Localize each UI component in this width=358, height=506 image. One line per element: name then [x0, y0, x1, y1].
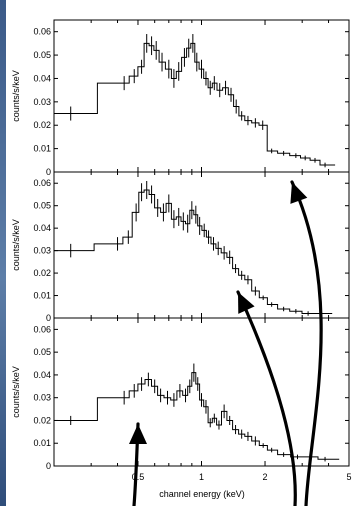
- y-tick-label: 0.04: [33, 223, 51, 233]
- spectrum-step-line: [54, 42, 336, 166]
- y-axis-label-bottom: counts/s/keV: [11, 366, 21, 418]
- figure: 0.06 0.05 0.04 0.03 0.02 0.01 0 0.06 0.05 0.04 0.0…: [6, 0, 358, 506]
- x-tick-labels: 0.5 1 2 5: [132, 472, 352, 482]
- y-tick-label: 0.06: [33, 178, 51, 188]
- y-tick-label: 0.03: [33, 246, 51, 256]
- y-tick-label: 0.06: [33, 27, 51, 37]
- annotation-arrows: [129, 180, 323, 506]
- panel-0: 0.06 0.05 0.04 0.03 0.02 0.01 0: [33, 19, 350, 177]
- y-tick-label: 0.01: [33, 291, 51, 301]
- y-tick-label: 0.02: [33, 120, 51, 130]
- y-axis-label-middle: counts/s/keV: [11, 219, 21, 271]
- y-tick-label: 0.02: [33, 268, 51, 278]
- arrow-head-0: [290, 182, 308, 204]
- arrow-head-1: [238, 292, 255, 314]
- y-tick-label: 0: [46, 167, 51, 177]
- panel-2: 0.06 0.05 0.04 0.03 0.02 0.01 0: [33, 317, 350, 471]
- panel-1: 0.06 0.05 0.04 0.03 0.02 0.01 0: [33, 171, 350, 323]
- y-tick-label: 0.05: [33, 50, 51, 60]
- arrow-shaft-0: [290, 180, 323, 506]
- y-tick-label: 0.06: [33, 324, 51, 334]
- plot-frame: [53, 171, 350, 319]
- x-tick-label: 0.5: [132, 472, 145, 482]
- y-tick-label: 0.04: [33, 73, 51, 83]
- arrow-head-2: [129, 424, 147, 444]
- y-tick-label: 0: [46, 461, 51, 471]
- spectra-figure: 0.060.050.040.030.020.0100.060.050.040.0…: [11, 19, 352, 506]
- y-tick-label: 0.04: [33, 370, 51, 380]
- spectrum-step-line: [54, 189, 333, 314]
- x-axis-label: channel energy (keV): [159, 489, 245, 499]
- x-tick-label: 2: [263, 472, 268, 482]
- y-tick-label: 0: [46, 313, 51, 323]
- plot-frame: [53, 19, 350, 173]
- y-tick-label: 0.05: [33, 201, 51, 211]
- y-axis-label-top: counts/s/keV: [11, 70, 21, 122]
- y-tick-label: 0.03: [33, 393, 51, 403]
- x-tick-label: 5: [346, 472, 351, 482]
- y-tick-label: 0.03: [33, 97, 51, 107]
- y-tick-label: 0.05: [33, 347, 51, 357]
- y-tick-label: 0.01: [33, 438, 51, 448]
- plot-frame: [53, 317, 350, 467]
- x-tick-label: 1: [199, 472, 204, 482]
- y-tick-label: 0.02: [33, 415, 51, 425]
- spectrum-step-line: [54, 372, 340, 460]
- y-tick-label: 0.01: [33, 144, 51, 154]
- arrow-shaft-1: [236, 290, 297, 506]
